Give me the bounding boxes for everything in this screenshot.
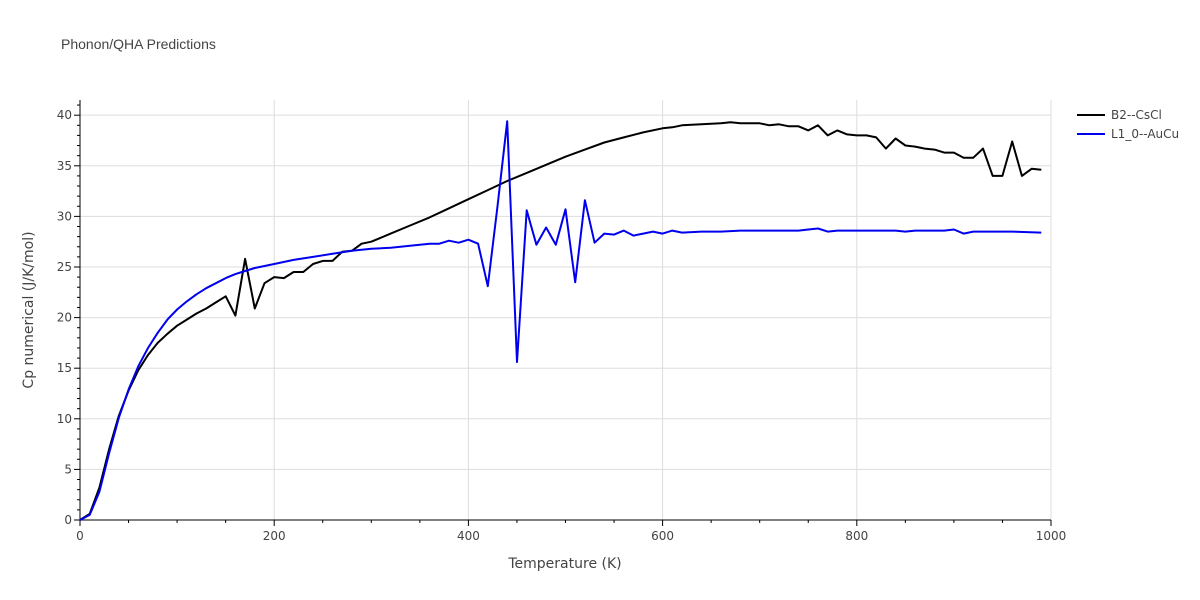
y-tick-label: 25 xyxy=(57,260,72,274)
x-tick-label: 200 xyxy=(263,529,286,543)
legend[interactable]: B2--CsCl L1_0--AuCu xyxy=(1077,108,1179,141)
x-tick-label: 800 xyxy=(845,529,868,543)
series-line-0 xyxy=(79,121,1042,521)
x-tick-label: 400 xyxy=(457,529,480,543)
y-tick-label: 20 xyxy=(57,311,72,325)
chart-title: Phonon/QHA Predictions xyxy=(61,36,216,52)
x-tick-label: 0 xyxy=(76,529,84,543)
plot-area xyxy=(79,120,1042,521)
axes: 0 200 400 600 800 1000 0 5 10 15 20 25 30 35 40 xyxy=(57,100,1067,543)
x-axis-label: Temperature (K) xyxy=(507,556,621,572)
y-tick-label: 30 xyxy=(57,209,72,223)
x-tick-label: 1000 xyxy=(1036,529,1067,543)
y-tick-label: 40 xyxy=(57,108,72,122)
y-tick-label: 10 xyxy=(57,412,72,426)
y-tick-label: 0 xyxy=(64,513,72,527)
x-tick-label: 600 xyxy=(651,529,674,543)
grid-lines xyxy=(80,100,1052,520)
legend-label: L1_0--AuCu xyxy=(1111,127,1179,141)
y-tick-label: 5 xyxy=(64,462,72,476)
y-tick-label: 15 xyxy=(57,361,72,375)
series-line-1 xyxy=(79,120,1042,521)
y-axis-label: Cp numerical (J/K/mol) xyxy=(21,231,37,388)
y-tick-label: 35 xyxy=(57,159,72,173)
legend-label: B2--CsCl xyxy=(1111,108,1162,122)
